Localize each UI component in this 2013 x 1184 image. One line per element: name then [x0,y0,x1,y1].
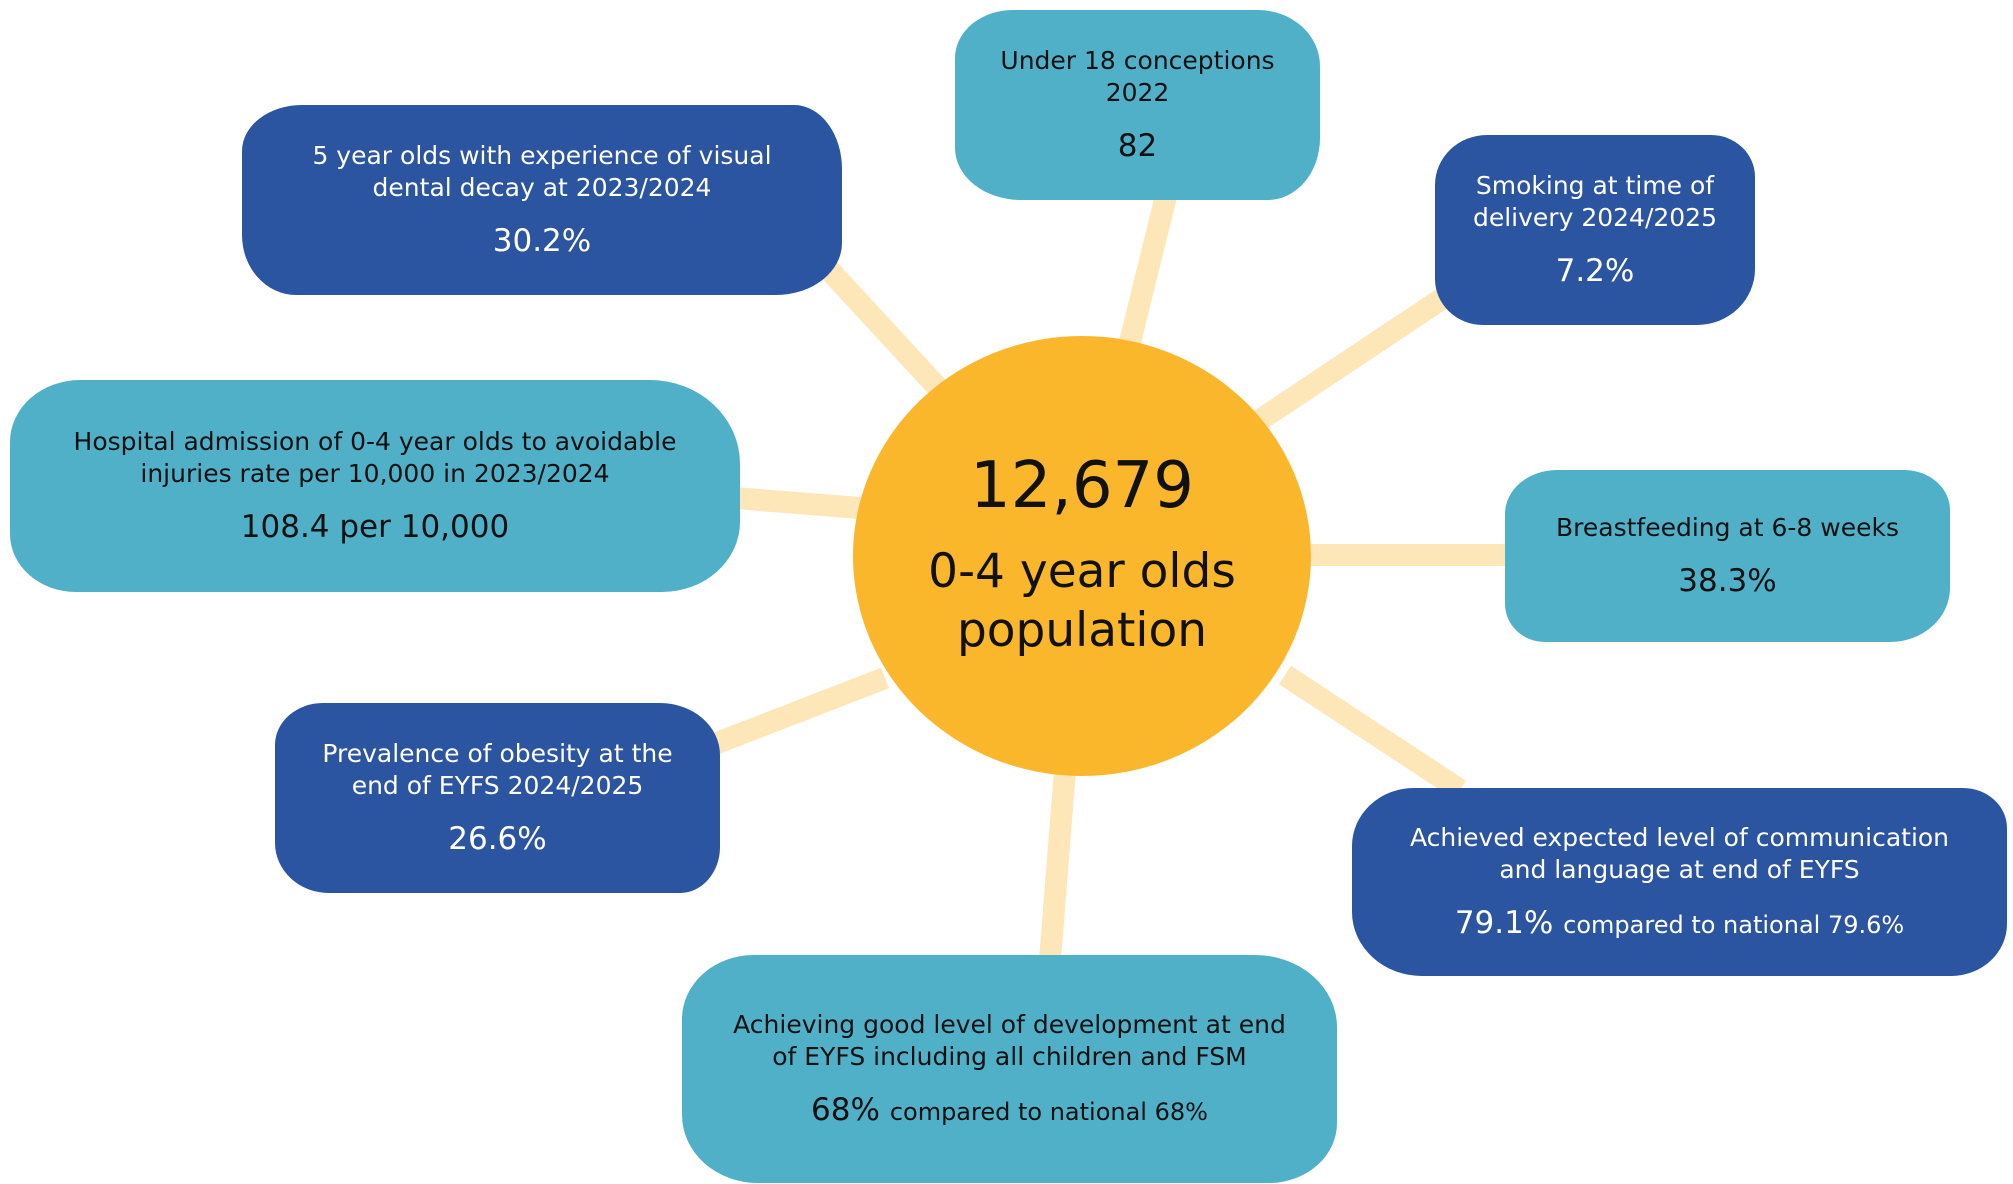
bubble-obesity-prevalence: Prevalence of obesity at the end of EYFS… [275,703,720,893]
bubble-good-level-development: Achieving good level of development at e… [682,955,1337,1183]
communication-value: 79.1% [1454,904,1554,941]
connector-hospital [734,487,861,519]
communication-value-line: 79.1% compared to national 79.6% [1455,905,1904,942]
hospital-title: Hospital admission of 0-4 year olds to a… [73,426,677,489]
dental-decay-title: 5 year olds with experience of visual de… [312,140,772,203]
bubble-smoking-at-delivery: Smoking at time of delivery 2024/2025 7.… [1435,135,1755,325]
connector-smoking [1253,280,1462,430]
smoking-value: 7.2% [1555,252,1635,289]
bubble-communication-language: Achieved expected level of communication… [1352,788,2007,976]
connector-dental [811,252,949,398]
breastfeeding-value: 38.3% [1678,562,1777,599]
bubble-breastfeeding: Breastfeeding at 6-8 weeks 38.3% [1505,470,1950,642]
center-population-circle: 12,679 0-4 year olds population [853,336,1311,776]
connector-communication [1278,665,1467,800]
bubble-under-18-conceptions: Under 18 conceptions 2022 82 [955,10,1320,200]
population-number: 12,679 [970,449,1194,524]
connector-conceptions [1117,177,1181,353]
communication-title: Achieved expected level of communication… [1409,822,1950,885]
population-label: 0-4 year olds population [928,544,1236,659]
development-value-line: 68% compared to national 68% [811,1092,1208,1129]
obesity-title: Prevalence of obesity at the end of EYFS… [322,738,673,801]
connector-obesity [708,667,889,756]
obesity-value: 26.6% [448,820,547,857]
dental-decay-value: 30.2% [492,222,592,259]
breastfeeding-title: Breastfeeding at 6-8 weeks [1555,513,1899,543]
development-title: Achieving good level of development at e… [733,1009,1286,1072]
development-comparison: compared to national 68% [889,1097,1208,1126]
bubble-dental-decay: 5 year olds with experience of visual de… [242,105,842,295]
smoking-title: Smoking at time of delivery 2024/2025 [1472,170,1717,233]
hospital-value: 108.4 per 10,000 [240,508,510,545]
connector-development [1039,769,1076,961]
conceptions-title: Under 18 conceptions 2022 [1000,45,1275,108]
communication-comparison: compared to national 79.6% [1563,910,1905,939]
development-value: 68% [811,1091,880,1128]
bubble-hospital-admission: Hospital admission of 0-4 year olds to a… [10,380,740,592]
conceptions-value: 82 [1117,127,1158,164]
